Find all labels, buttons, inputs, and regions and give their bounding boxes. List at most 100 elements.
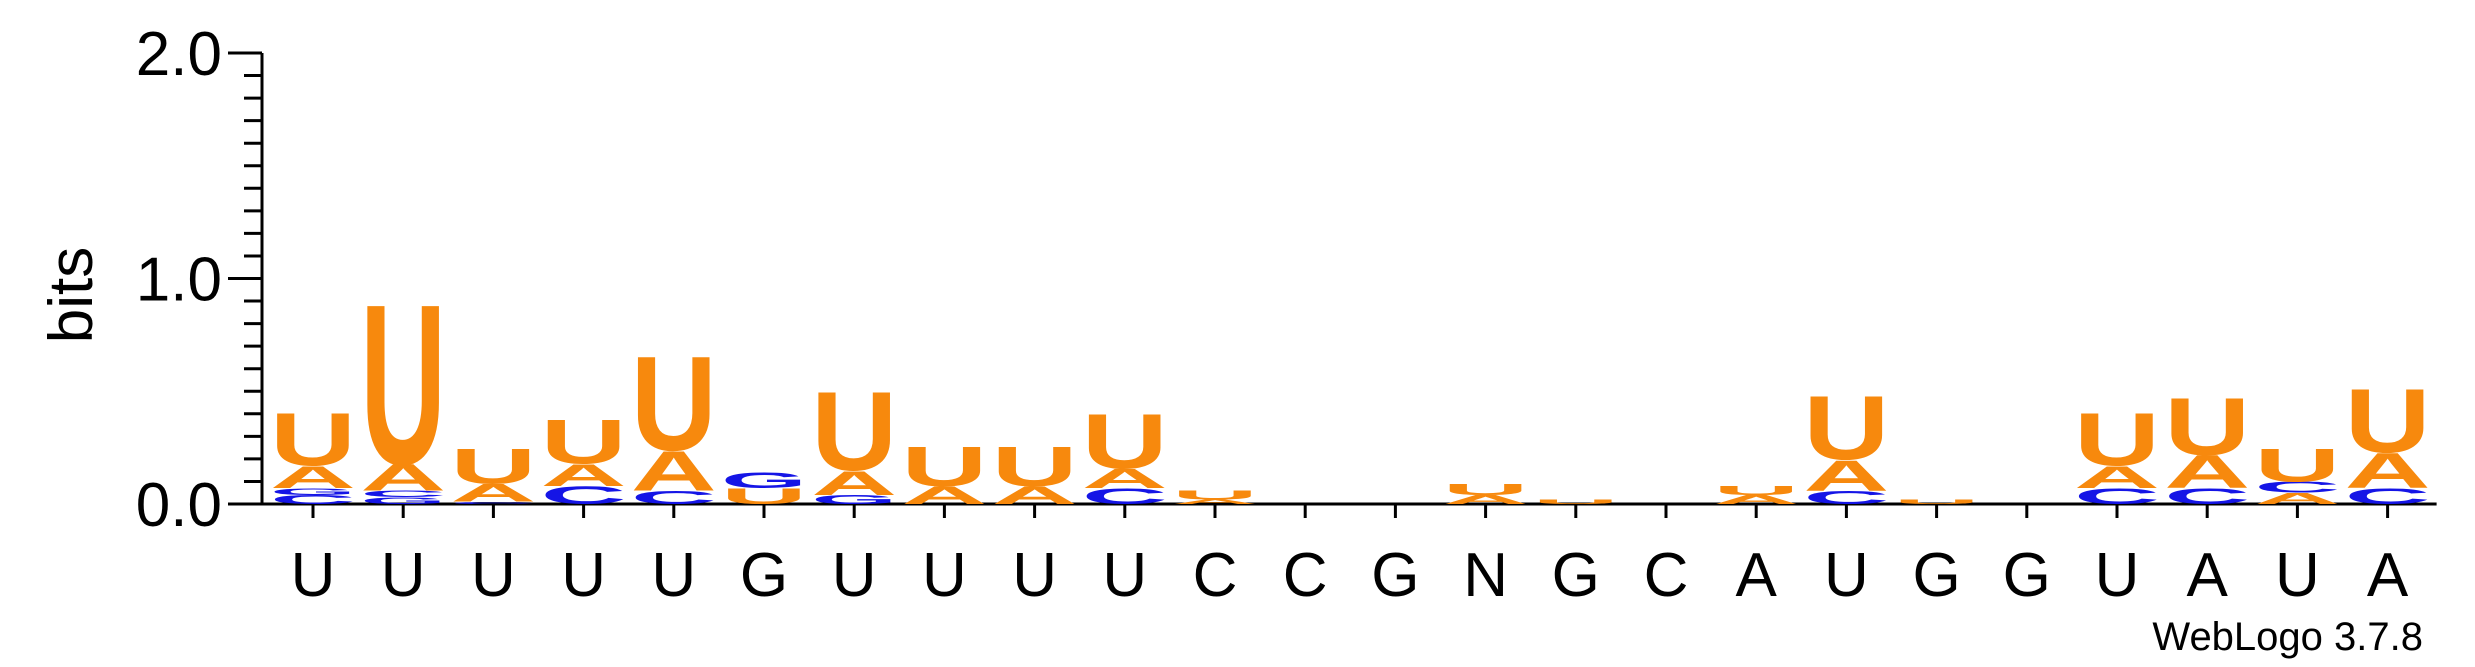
- svg-text:G: G: [721, 468, 807, 492]
- logo-letter-u: U: [992, 435, 1078, 498]
- svg-text:U: U: [270, 398, 356, 482]
- logo-letter-a: A: [270, 460, 356, 495]
- logo-letter-u: U: [1443, 481, 1529, 499]
- svg-text:G: G: [270, 486, 356, 497]
- x-tick-label: U: [1102, 541, 1147, 610]
- logo-letter-a: A: [2074, 460, 2160, 495]
- svg-text:A: A: [1082, 463, 1168, 494]
- svg-text:C: C: [1803, 487, 1889, 508]
- x-tick-label: U: [1824, 541, 1869, 610]
- x-tick-label: N: [1463, 541, 1508, 610]
- logo-letter-a: A: [360, 456, 446, 498]
- svg-text:C: C: [270, 493, 356, 507]
- logo-letter-a: A: [631, 440, 717, 503]
- svg-text:U: U: [1713, 484, 1799, 498]
- svg-text:C: C: [360, 489, 446, 499]
- x-tick-label: U: [651, 541, 696, 610]
- svg-text:U: U: [1894, 498, 1980, 505]
- logo-letter-a: A: [2254, 490, 2340, 508]
- y-tick-label: 1.0: [136, 246, 222, 315]
- x-tick-label: U: [2275, 541, 2320, 610]
- svg-text:A: A: [450, 479, 536, 507]
- logo-letter-a: A: [811, 464, 897, 503]
- logo-letter-c: C: [270, 493, 356, 507]
- svg-text:U: U: [1443, 481, 1529, 499]
- logo-letter-a: A: [1172, 498, 1258, 505]
- x-tick-label: U: [381, 541, 426, 610]
- svg-text:G: G: [360, 495, 446, 506]
- logo-letter-u: U: [1894, 498, 1980, 505]
- logo-letter-u: U: [2164, 381, 2250, 472]
- logo-letter-a: A: [2345, 443, 2431, 499]
- svg-text:U: U: [631, 328, 717, 478]
- logo-letter-u: U: [631, 328, 717, 478]
- x-tick-label: U: [471, 541, 516, 610]
- x-tick-label: U: [832, 541, 877, 610]
- logo-letter-a: A: [541, 458, 627, 493]
- y-tick-label: 2.0: [136, 20, 222, 89]
- svg-text:A: A: [1172, 498, 1258, 505]
- y-axis-label: bits: [37, 247, 106, 343]
- logo-letter-u: U: [1803, 377, 1889, 478]
- svg-text:C: C: [2254, 479, 2340, 497]
- svg-text:U: U: [2164, 381, 2250, 472]
- x-tick-label: G: [1371, 541, 1419, 610]
- x-tick-label: U: [561, 541, 606, 610]
- logo-letter-g: G: [721, 468, 807, 492]
- svg-text:A: A: [1713, 493, 1799, 507]
- svg-text:A: A: [2254, 490, 2340, 508]
- svg-text:A: A: [631, 440, 717, 503]
- logo-letter-u: U: [1533, 498, 1619, 505]
- svg-text:C: C: [450, 501, 536, 504]
- logo-letter-a: A: [2164, 446, 2250, 498]
- x-tick-label: U: [922, 541, 967, 610]
- x-tick-label: U: [291, 541, 336, 610]
- x-tick-label: A: [2187, 541, 2229, 610]
- svg-text:G: G: [811, 493, 897, 507]
- svg-text:U: U: [992, 435, 1078, 498]
- logo-letter-u: U: [901, 435, 987, 498]
- logo-letter-c: C: [631, 487, 717, 508]
- logo-letter-g: G: [270, 486, 356, 497]
- logo-letter-u: U: [1713, 484, 1799, 498]
- svg-text:U: U: [901, 435, 987, 498]
- logo-letter-c: C: [2254, 479, 2340, 497]
- x-tick-label: G: [1912, 541, 1960, 610]
- svg-text:A: A: [1803, 451, 1889, 500]
- logo-letter-c: C: [450, 501, 536, 504]
- svg-text:U: U: [811, 368, 897, 494]
- x-tick-label: G: [740, 541, 788, 610]
- weblogo-credit: WebLogo 3.7.8: [2152, 615, 2423, 659]
- logo-letter-u: U: [2345, 371, 2431, 472]
- x-tick-label: U: [1012, 541, 1057, 610]
- y-tick-label: 0.0: [136, 471, 222, 540]
- logo-letter-u: U: [450, 439, 536, 495]
- x-tick-label: C: [1193, 541, 1238, 610]
- logo-letter-u: U: [2254, 439, 2340, 491]
- logo-letter-u: U: [811, 368, 897, 494]
- svg-text:A: A: [360, 456, 446, 498]
- svg-text:A: A: [2074, 460, 2160, 495]
- x-tick-label: U: [2095, 541, 2140, 610]
- svg-text:U: U: [2345, 371, 2431, 472]
- svg-text:A: A: [2345, 443, 2431, 499]
- svg-text:U: U: [1082, 398, 1168, 485]
- y-axis: 0.0 1.0 2.0: [136, 20, 2437, 540]
- svg-text:U: U: [1803, 377, 1889, 478]
- x-tick-label: G: [1552, 541, 1600, 610]
- logo-letter-c: C: [1803, 487, 1889, 508]
- logo-letter-a: A: [1803, 451, 1889, 500]
- svg-text:U: U: [2254, 439, 2340, 491]
- svg-text:A: A: [541, 458, 627, 493]
- svg-text:A: A: [1443, 493, 1529, 507]
- logo-letter-u: U: [360, 256, 446, 512]
- svg-text:U: U: [1533, 498, 1619, 505]
- logo-letter-a: A: [450, 479, 536, 507]
- svg-text:A: A: [2164, 446, 2250, 498]
- logo-letter-c: C: [360, 489, 446, 499]
- logo-letter-a: A: [1713, 493, 1799, 507]
- logo-letter-u: U: [270, 398, 356, 482]
- logo-letter-a: A: [1443, 493, 1529, 507]
